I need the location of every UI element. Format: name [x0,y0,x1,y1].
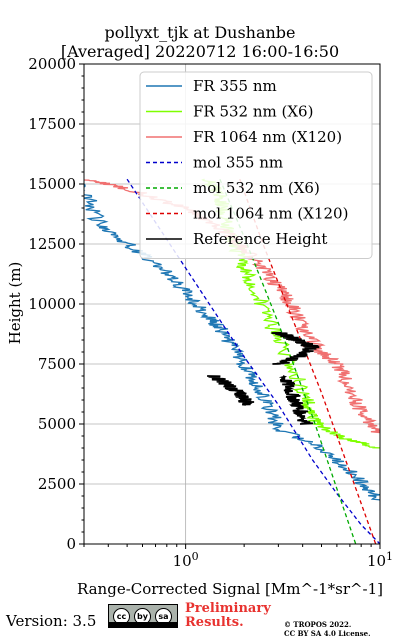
y-tick-label: 17500 [28,115,76,133]
series-reference-height-line [278,375,314,425]
legend-label: FR 355 nm [193,77,277,95]
chart-subtitle: [Averaged] 20220712 16:00-16:50 [60,42,340,61]
legend-label: FR 1064 nm (X120) [193,128,342,146]
series-reference-height-line [207,375,255,406]
series-mol-355-nm-line [126,178,380,544]
series-reference-height-line [271,331,320,365]
legend-label: FR 532 nm (X6) [193,103,313,121]
chart-title: pollyxt_tjk at Dushanbe [104,23,296,42]
series-fr-355-nm-line [84,183,380,501]
x-axis-label-text: Range-Corrected Signal [Mm^-1*sr^-1] [76,580,384,598]
copyright-text: © TROPOS 2022. CC BY SA 4.0 License. [284,620,371,638]
version-text: Version: 3.5 [6,612,97,630]
x-axis-label: Range-Corrected Signal [Mm^-1*sr^-1] [60,580,400,598]
legend: FR 355 nm FR 532 nm (X6) FR 1064 nm (X120)… [139,71,373,259]
legend-label: mol 1064 nm (X120) [193,205,348,223]
badge-strip [109,622,177,627]
y-tick-label: 5000 [38,415,76,433]
legend-label: Reference Height [193,230,327,248]
axes: 0 2500 5000 7500 10000 12500 15000 17500 20000 10… [28,55,393,570]
legend-box [139,71,373,259]
preliminary-results-text: Preliminary Results. [185,602,271,630]
x-tick-label: 101 [367,550,393,570]
y-tick-label: 15000 [28,175,76,193]
preliminary-line-2: Results. [185,615,244,630]
y-tick-label: 12500 [28,235,76,253]
copyright-line-1: © TROPOS 2022. [284,620,352,629]
y-tick-label: 10000 [28,295,76,313]
legend-label: mol 355 nm [193,154,283,172]
y-tick-label: 7500 [38,355,76,373]
preliminary-line-1: Preliminary [185,601,271,616]
cc-license-badge: cc by sa [108,604,178,628]
legend-label: mol 532 nm (X6) [193,179,320,197]
x-tick-label: 100 [173,550,199,570]
y-tick-label: 20000 [28,55,76,73]
y-axis-label: Height (m) [6,261,24,345]
y-tick-label: 2500 [38,475,76,493]
copyright-line-2: CC BY SA 4.0 License. [284,629,371,638]
y-tick-label: 0 [66,535,76,553]
